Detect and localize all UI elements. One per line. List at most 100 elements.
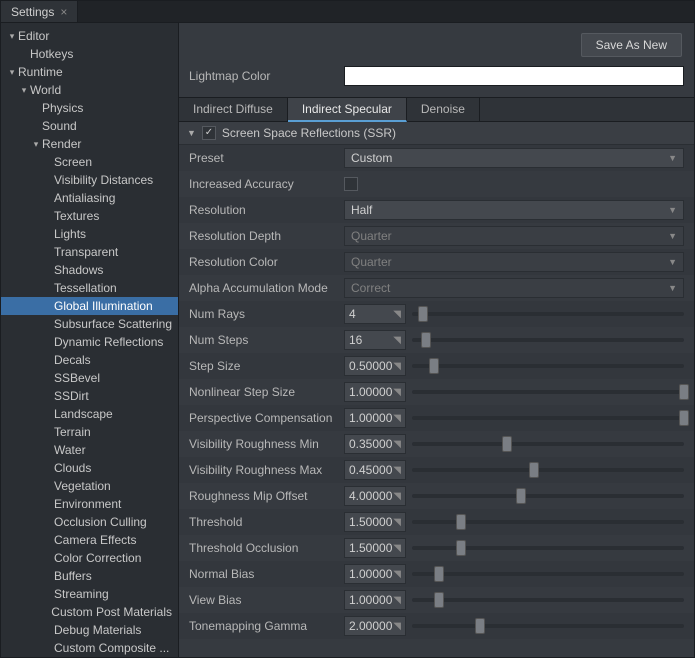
slider-thumb[interactable] <box>434 566 444 582</box>
subtab-indirect-diffuse[interactable]: Indirect Diffuse <box>179 98 288 121</box>
reset-icon[interactable]: ◥ <box>393 335 401 346</box>
tree-item-render[interactable]: ▾Render <box>1 135 178 153</box>
tree-item-terrain[interactable]: Terrain <box>1 423 178 441</box>
tree-item-vegetation[interactable]: Vegetation <box>1 477 178 495</box>
slider-thumb[interactable] <box>434 592 444 608</box>
slider-thumb[interactable] <box>679 410 689 426</box>
number-input-visibility-roughness-max[interactable]: 0.45000◥ <box>344 460 406 480</box>
tree-item-hotkeys[interactable]: Hotkeys <box>1 45 178 63</box>
tree-item-ssdirt[interactable]: SSDirt <box>1 387 178 405</box>
tree-item-screen[interactable]: Screen <box>1 153 178 171</box>
reset-icon[interactable]: ◥ <box>393 491 401 502</box>
slider-thumb[interactable] <box>516 488 526 504</box>
tree-item-physics[interactable]: Physics <box>1 99 178 117</box>
tree-item-editor[interactable]: ▾Editor <box>1 27 178 45</box>
tree-item-streaming[interactable]: Streaming <box>1 585 178 603</box>
tree-item-textures[interactable]: Textures <box>1 207 178 225</box>
tree-item-color-correction[interactable]: Color Correction <box>1 549 178 567</box>
slider-thumb[interactable] <box>475 618 485 634</box>
tree-item-buffers[interactable]: Buffers <box>1 567 178 585</box>
tree-item-tessellation[interactable]: Tessellation <box>1 279 178 297</box>
save-as-new-button[interactable]: Save As New <box>581 33 682 57</box>
slider-thumb[interactable] <box>529 462 539 478</box>
tree-item-custom-post-materials[interactable]: Custom Post Materials <box>1 603 178 621</box>
number-input-visibility-roughness-min[interactable]: 0.35000◥ <box>344 434 406 454</box>
reset-icon[interactable]: ◥ <box>393 361 401 372</box>
number-input-num-rays[interactable]: 4◥ <box>344 304 406 324</box>
reset-icon[interactable]: ◥ <box>393 569 401 580</box>
reset-icon[interactable]: ◥ <box>393 465 401 476</box>
tree-item-camera-effects[interactable]: Camera Effects <box>1 531 178 549</box>
slider-threshold-occlusion[interactable] <box>412 538 684 558</box>
reset-icon[interactable]: ◥ <box>393 543 401 554</box>
slider-thumb[interactable] <box>456 540 466 556</box>
reset-icon[interactable]: ◥ <box>393 621 401 632</box>
slider-thumb[interactable] <box>418 306 428 322</box>
slider-view-bias[interactable] <box>412 590 684 610</box>
number-input-step-size[interactable]: 0.50000◥ <box>344 356 406 376</box>
close-icon[interactable]: × <box>60 5 67 19</box>
reset-icon[interactable]: ◥ <box>393 413 401 424</box>
slider-perspective-compensation[interactable] <box>412 408 684 428</box>
tree-item-runtime[interactable]: ▾Runtime <box>1 63 178 81</box>
tree-item-custom-composite-[interactable]: Custom Composite ... <box>1 639 178 657</box>
number-input-view-bias[interactable]: 1.00000◥ <box>344 590 406 610</box>
slider-num-steps[interactable] <box>412 330 684 350</box>
number-input-nonlinear-step-size[interactable]: 1.00000◥ <box>344 382 406 402</box>
checkbox-increased-accuracy[interactable] <box>344 177 358 191</box>
slider-num-rays[interactable] <box>412 304 684 324</box>
tree-item-visibility-distances[interactable]: Visibility Distances <box>1 171 178 189</box>
slider-threshold[interactable] <box>412 512 684 532</box>
reset-icon[interactable]: ◥ <box>393 595 401 606</box>
slider-thumb[interactable] <box>456 514 466 530</box>
tab-settings[interactable]: Settings × <box>1 1 78 22</box>
slider-roughness-mip-offset[interactable] <box>412 486 684 506</box>
slider-thumb[interactable] <box>429 358 439 374</box>
subtab-indirect-specular[interactable]: Indirect Specular <box>288 98 407 122</box>
select-resolution[interactable]: Half▼ <box>344 200 684 220</box>
number-input-perspective-compensation[interactable]: 1.00000◥ <box>344 408 406 428</box>
ssr-enable-checkbox[interactable] <box>202 126 216 140</box>
slider-nonlinear-step-size[interactable] <box>412 382 684 402</box>
ssr-section-header[interactable]: ▼ Screen Space Reflections (SSR) <box>179 122 694 145</box>
tree-item-ssbevel[interactable]: SSBevel <box>1 369 178 387</box>
reset-icon[interactable]: ◥ <box>393 517 401 528</box>
reset-icon[interactable]: ◥ <box>393 439 401 450</box>
number-input-roughness-mip-offset[interactable]: 4.00000◥ <box>344 486 406 506</box>
slider-thumb[interactable] <box>502 436 512 452</box>
lightmap-color-field[interactable] <box>344 66 684 86</box>
tree-item-environment[interactable]: Environment <box>1 495 178 513</box>
tree-item-world[interactable]: ▾World <box>1 81 178 99</box>
tree-item-dynamic-reflections[interactable]: Dynamic Reflections <box>1 333 178 351</box>
slider-visibility-roughness-min[interactable] <box>412 434 684 454</box>
tree-item-antialiasing[interactable]: Antialiasing <box>1 189 178 207</box>
subtab-denoise[interactable]: Denoise <box>407 98 480 121</box>
number-input-threshold[interactable]: 1.50000◥ <box>344 512 406 532</box>
tree-item-global-illumination[interactable]: Global Illumination <box>1 297 178 315</box>
number-input-normal-bias[interactable]: 1.00000◥ <box>344 564 406 584</box>
slider-normal-bias[interactable] <box>412 564 684 584</box>
tree-item-water[interactable]: Water <box>1 441 178 459</box>
tree-item-transparent[interactable]: Transparent <box>1 243 178 261</box>
select-preset[interactable]: Custom▼ <box>344 148 684 168</box>
number-input-threshold-occlusion[interactable]: 1.50000◥ <box>344 538 406 558</box>
slider-step-size[interactable] <box>412 356 684 376</box>
slider-thumb[interactable] <box>679 384 689 400</box>
reset-icon[interactable]: ◥ <box>393 387 401 398</box>
reset-icon[interactable]: ◥ <box>393 309 401 320</box>
settings-tree[interactable]: ▾EditorHotkeys▾Runtime▾WorldPhysicsSound… <box>1 23 179 657</box>
slider-visibility-roughness-max[interactable] <box>412 460 684 480</box>
tree-item-landscape[interactable]: Landscape <box>1 405 178 423</box>
tree-item-clouds[interactable]: Clouds <box>1 459 178 477</box>
slider-thumb[interactable] <box>421 332 431 348</box>
number-input-num-steps[interactable]: 16◥ <box>344 330 406 350</box>
tree-item-decals[interactable]: Decals <box>1 351 178 369</box>
tree-item-lights[interactable]: Lights <box>1 225 178 243</box>
tree-item-debug-materials[interactable]: Debug Materials <box>1 621 178 639</box>
tree-item-occlusion-culling[interactable]: Occlusion Culling <box>1 513 178 531</box>
tree-item-shadows[interactable]: Shadows <box>1 261 178 279</box>
slider-tonemapping-gamma[interactable] <box>412 616 684 636</box>
tree-item-subsurface-scattering[interactable]: Subsurface Scattering <box>1 315 178 333</box>
tree-item-sound[interactable]: Sound <box>1 117 178 135</box>
number-input-tonemapping-gamma[interactable]: 2.00000◥ <box>344 616 406 636</box>
